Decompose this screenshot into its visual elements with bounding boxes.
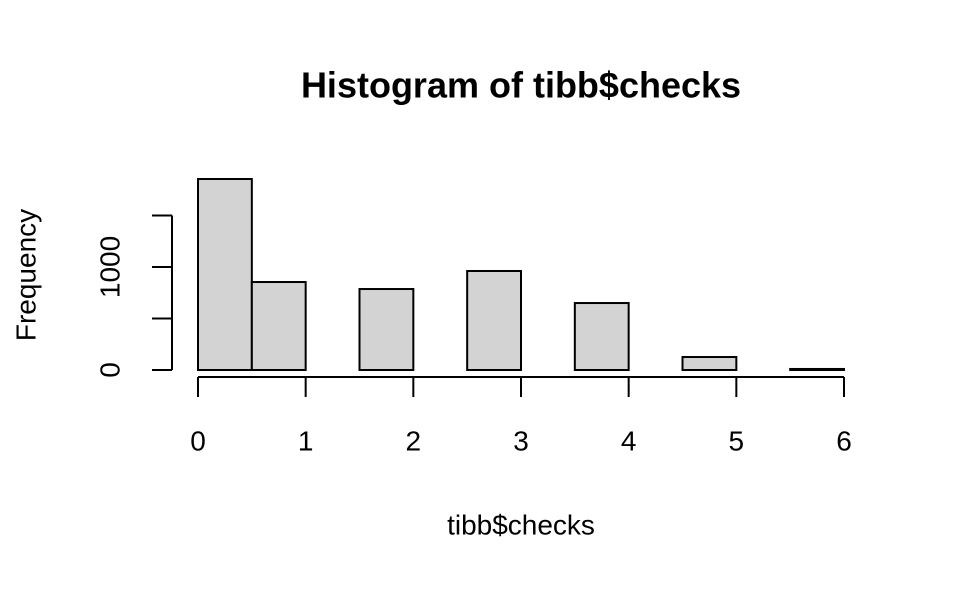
bar bbox=[250, 281, 307, 372]
x-tick-label: 4 bbox=[621, 425, 637, 456]
x-tick-label: 6 bbox=[836, 425, 852, 456]
x-tick-label: 0 bbox=[190, 425, 206, 456]
y-tick-label: 1000 bbox=[94, 236, 125, 298]
bar bbox=[789, 367, 846, 371]
bar bbox=[681, 356, 738, 371]
bar bbox=[358, 288, 415, 371]
bar bbox=[197, 178, 253, 371]
x-tick-label: 1 bbox=[298, 425, 314, 456]
y-tick-label: 0 bbox=[94, 362, 125, 378]
bar bbox=[573, 302, 630, 372]
y-axis-label: Frequency bbox=[10, 209, 41, 341]
x-tick-label: 3 bbox=[513, 425, 529, 456]
x-tick-label: 5 bbox=[729, 425, 745, 456]
bar bbox=[466, 269, 522, 372]
x-axis-label: tibb$checks bbox=[447, 509, 595, 540]
chart-title: Histogram of tibb$checks bbox=[301, 65, 741, 106]
x-tick-label: 2 bbox=[406, 425, 422, 456]
